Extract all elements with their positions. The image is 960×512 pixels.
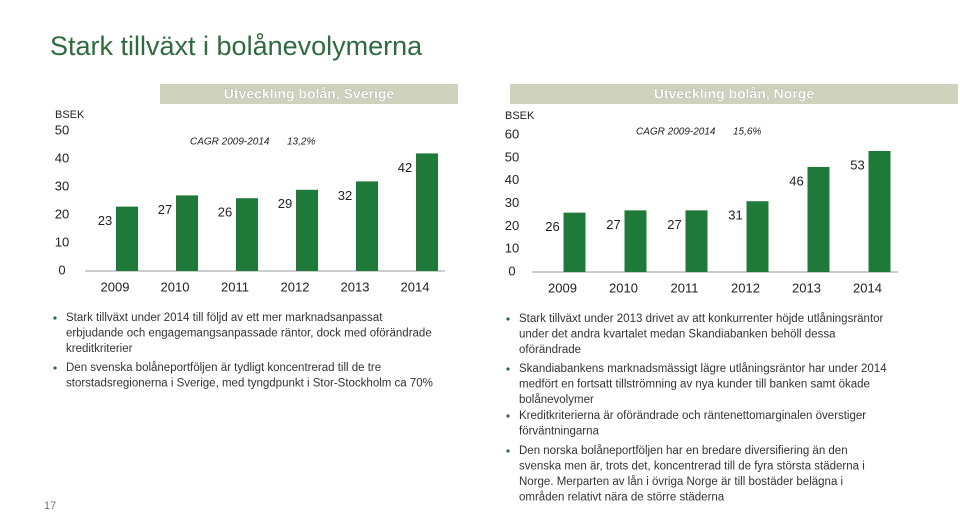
- value-label: 42: [398, 160, 412, 175]
- bar: [868, 150, 891, 272]
- y-tick-label: 20: [55, 206, 69, 221]
- bullet-text: bolånevolymer: [519, 394, 594, 406]
- bullet-text: Den svenska bolåneportföljen är tydligt …: [66, 362, 381, 374]
- bullet-dot: [506, 367, 510, 371]
- chart-title: Utveckling bolån, Sverige: [224, 86, 395, 102]
- bullet-text: medfört en fortsatt tillströmning av nya…: [519, 379, 870, 391]
- page-number: 17: [44, 500, 56, 512]
- bar: [176, 195, 198, 271]
- bullet-text: erbjudande och engagemangsanpassade ränt…: [66, 328, 432, 340]
- y-tick-label: 30: [505, 195, 519, 210]
- slide-title: Stark tillväxt i bolånevolymerna: [50, 31, 423, 61]
- unit-label: BSEK: [505, 110, 535, 122]
- bar: [746, 201, 769, 272]
- bar: [236, 198, 258, 271]
- value-label: 31: [728, 208, 742, 223]
- annotation: CAGR 2009-2014: [190, 137, 270, 148]
- bar: [296, 189, 318, 271]
- bullet-text: kreditkriterier: [66, 343, 133, 355]
- value-label: 27: [158, 202, 172, 217]
- bullet-dot: [53, 316, 57, 320]
- bullet-dot: [53, 366, 57, 370]
- bar: [356, 181, 378, 271]
- y-tick-label: 40: [55, 150, 69, 165]
- chart-title: Utveckling bolån, Norge: [654, 86, 814, 102]
- x-tick-label: 2010: [609, 280, 638, 295]
- x-tick-label: 2011: [221, 279, 249, 294]
- bar: [807, 166, 830, 272]
- x-tick-label: 2012: [281, 279, 310, 294]
- x-tick-label: 2009: [548, 280, 577, 295]
- bullet-text: Stark tillväxt under 2014 till följd av …: [66, 312, 383, 324]
- x-tick-label: 2014: [401, 279, 430, 294]
- chart-header: [160, 84, 458, 104]
- value-label: 27: [606, 217, 620, 232]
- y-tick-label: 60: [505, 126, 519, 141]
- chart-header: [510, 84, 958, 104]
- bullet-text: Norge. Merparten av lån i övriga Norge ä…: [519, 476, 843, 488]
- bar: [685, 210, 708, 272]
- bullet-text: Kreditkriterierna är oförändrade och rän…: [519, 410, 866, 422]
- value-label: 32: [338, 188, 352, 203]
- value-label: 46: [789, 173, 803, 188]
- annotation: CAGR 2009-2014: [636, 127, 716, 138]
- y-tick-label: 10: [505, 241, 519, 256]
- x-tick-label: 2010: [161, 279, 190, 294]
- value-label: 26: [218, 205, 232, 220]
- bullet-text: under det andra kvartalet medan Skandiab…: [519, 329, 836, 341]
- bullet-text: oförändrade: [519, 344, 581, 356]
- x-tick-label: 2014: [853, 280, 882, 295]
- value-label: 29: [278, 196, 292, 211]
- x-tick-label: 2009: [101, 279, 130, 294]
- x-tick-label: 2011: [671, 280, 699, 295]
- annotation-value: 13,2%: [287, 137, 315, 148]
- y-tick-label: 0: [58, 262, 65, 277]
- value-label: 26: [545, 219, 559, 234]
- bullet-text: storstadsregionerna i Sverige, med tyngd…: [66, 378, 433, 390]
- y-tick-label: 40: [505, 172, 519, 187]
- bar: [116, 206, 138, 271]
- bullet-text: förväntningarna: [519, 426, 600, 438]
- bar: [624, 210, 647, 272]
- bullet-text: områden relativt nära de större städerna: [519, 492, 725, 504]
- y-tick-label: 0: [508, 263, 515, 278]
- bullet-dot: [506, 449, 510, 453]
- bullet-text: svenska men är, trots det, koncentrerad …: [519, 461, 865, 473]
- value-label: 27: [667, 217, 681, 232]
- bullet-dot: [506, 414, 510, 418]
- y-tick-label: 30: [55, 178, 69, 193]
- y-tick-label: 10: [55, 234, 69, 249]
- bar: [563, 212, 586, 272]
- value-label: 53: [850, 157, 864, 172]
- y-tick-label: 50: [505, 149, 519, 164]
- x-tick-label: 2013: [341, 279, 370, 294]
- unit-label: BSEK: [55, 109, 85, 121]
- bullet-dot: [506, 317, 510, 321]
- value-label: 23: [98, 213, 112, 228]
- y-tick-label: 50: [55, 122, 69, 137]
- x-tick-label: 2012: [731, 280, 760, 295]
- bullet-text: Skandiabankens marknadsmässigt lägre utl…: [519, 363, 887, 375]
- y-tick-label: 20: [505, 218, 519, 233]
- annotation-value: 15,6%: [733, 127, 761, 138]
- x-tick-label: 2013: [792, 280, 821, 295]
- bullet-text: Den norska bolåneportföljen har en breda…: [519, 445, 848, 457]
- bar: [416, 153, 438, 271]
- bullet-text: Stark tillväxt under 2013 drivet av att …: [519, 313, 884, 325]
